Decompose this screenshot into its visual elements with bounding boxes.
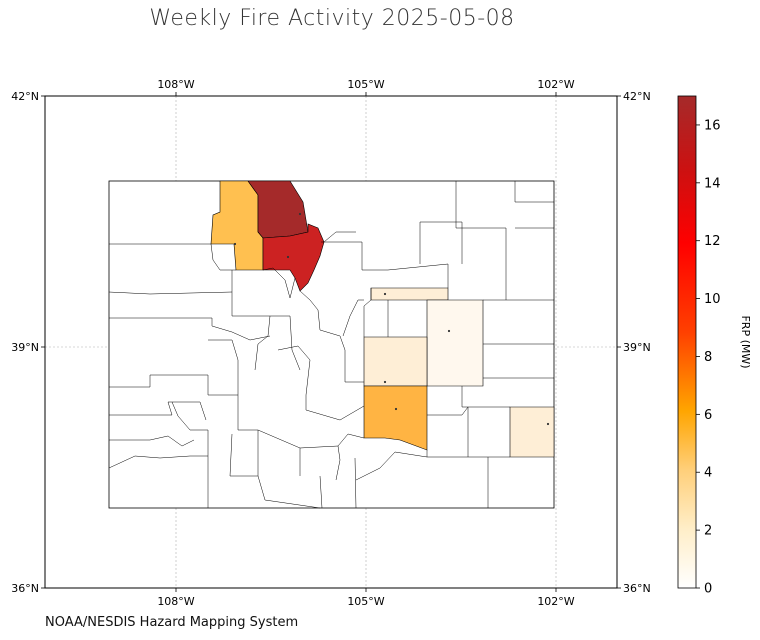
top-lon-label: 108°W [157, 78, 194, 91]
right-lat-label: 39°N [623, 341, 651, 354]
fire-point [447, 329, 451, 333]
map-title: Weekly Fire Activity 2025-05-08 [149, 6, 515, 31]
colorbar-tick-label: 2 [704, 524, 712, 539]
left-lat-label: 42°N [11, 90, 39, 103]
right-lat-label: 42°N [623, 90, 651, 103]
left-lat-label: 36°N [11, 582, 39, 595]
map-border [44, 95, 618, 589]
left-lat-label: 39°N [11, 341, 39, 354]
right-lat-label: 36°N [623, 582, 651, 595]
state-outline [108, 180, 555, 509]
top-lon-label: 102°W [537, 78, 574, 91]
fire-point [233, 242, 237, 246]
top-lon-label: 105°W [347, 78, 384, 91]
colorbar-ticks: 0 2 4 6 8 10 12 14 16 [696, 118, 721, 597]
shaded-counties [210, 180, 555, 458]
colorbar-tick-label: 10 [704, 292, 721, 307]
colorbar-tick-label: 6 [704, 408, 712, 423]
colorbar-label: FRP (MW) [739, 315, 752, 368]
county-boundaries [108, 181, 554, 509]
colorbar-tick-label: 0 [704, 582, 712, 597]
data-credit: NOAA/NESDIS Hazard Mapping System [45, 615, 299, 630]
colorbar-tick-label: 14 [704, 176, 721, 191]
fire-point [298, 212, 302, 216]
bottom-lon-label: 108°W [157, 595, 194, 608]
colorbar-tick-label: 8 [704, 350, 712, 365]
fire-point [394, 407, 398, 411]
axis-ticks [41, 92, 621, 592]
fire-point [546, 422, 550, 426]
county-larimer [262, 223, 325, 292]
bottom-lon-label: 105°W [347, 595, 384, 608]
fire-point [383, 380, 387, 384]
fire-points [233, 212, 550, 426]
colorbar-tick-label: 12 [704, 234, 721, 249]
colorbar-tick-label: 16 [704, 118, 721, 133]
county-lincoln [426, 299, 484, 387]
colorbar-tick-label: 4 [704, 466, 712, 481]
colorbar [677, 95, 697, 589]
county-el-paso [363, 336, 428, 387]
bottom-lon-label: 102°W [537, 595, 574, 608]
fire-point [286, 255, 290, 259]
county-baca [509, 406, 555, 458]
county-weld-south [370, 287, 449, 301]
fire-point [383, 292, 387, 296]
